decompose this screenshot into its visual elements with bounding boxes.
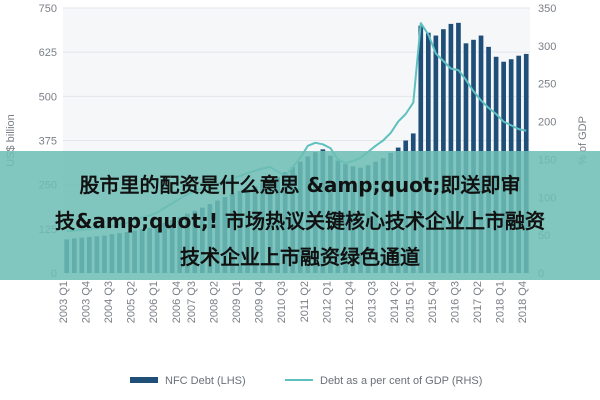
x-axis-tick-label: 2008 Q2: [208, 281, 220, 323]
x-axis-tick-label: 2018 Q1: [495, 281, 507, 323]
right-axis-tick-label: 250: [538, 79, 556, 91]
right-axis-tick-label: 300: [538, 41, 556, 53]
x-axis-tick-label: 2007 Q3: [186, 281, 198, 323]
x-axis-tick-label: 2018 Q4: [517, 281, 529, 323]
legend-swatch-bars: [130, 377, 158, 383]
right-axis-tick-label: 350: [538, 3, 556, 15]
x-axis-tick-label: 2004 Q3: [103, 281, 115, 323]
bar: [456, 22, 461, 274]
x-axis-tick-label: 2009 Q1: [231, 281, 243, 323]
x-axis-tick-label: 2011 Q2: [299, 281, 311, 322]
legend: NFC Debt (LHS) Debt as a per cent of GDP…: [130, 375, 482, 387]
overlay-banner: 股市里的配资是什么意思 &amp;quot;即送即审 技&amp;quot;! …: [0, 151, 600, 280]
bar: [448, 23, 454, 274]
left-axis-tick-label: 375: [39, 136, 57, 148]
banner-text-line-1: 股市里的配资是什么意思 &amp;quot;即送即审: [79, 173, 521, 197]
x-axis-tick-label: 2010 Q3: [276, 281, 288, 323]
x-axis-tick-label: 2003 Q4: [80, 281, 92, 323]
x-axis-tick-label: 2005 Q2: [126, 281, 138, 323]
legend-label-bars: NFC Debt (LHS): [165, 375, 246, 387]
x-axis-tick-label: 2009 Q4: [254, 281, 266, 323]
x-axis-tick-label: 2017 Q2: [472, 281, 484, 323]
legend-label-line: Debt as a per cent of GDP (RHS): [320, 375, 482, 387]
x-axis-tick-label: 2006 Q4: [171, 281, 183, 323]
bar: [418, 25, 424, 273]
x-axis-tick-label: 2014 Q2: [389, 281, 401, 323]
x-axis-tick-label: 2015 Q1: [404, 281, 416, 323]
right-axis-tick-label: 200: [538, 117, 556, 129]
left-axis-tick-label: 500: [39, 91, 57, 103]
x-axis-tick-label: 2012 Q4: [344, 281, 356, 323]
x-axis-tick-label: 2013 Q3: [367, 281, 379, 323]
x-axis-tick-label: 2016 Q3: [449, 281, 461, 323]
x-axis-tick-label: 2003 Q1: [58, 281, 70, 323]
x-axis-tick-label: 2012 Q1: [321, 281, 333, 323]
banner-text-line-3: 技术企业上市融资绿色通道: [180, 245, 420, 269]
left-axis-tick-label: 625: [39, 47, 57, 59]
banner-text-line-2: 技&amp;quot;! 市场热议关键核心技术企业上市融资: [54, 209, 546, 233]
left-axis-tick-label: 750: [39, 3, 57, 15]
x-axis-tick-label: 2015 Q4: [427, 281, 439, 323]
x-axis-tick-label: 2006 Q1: [148, 281, 160, 323]
